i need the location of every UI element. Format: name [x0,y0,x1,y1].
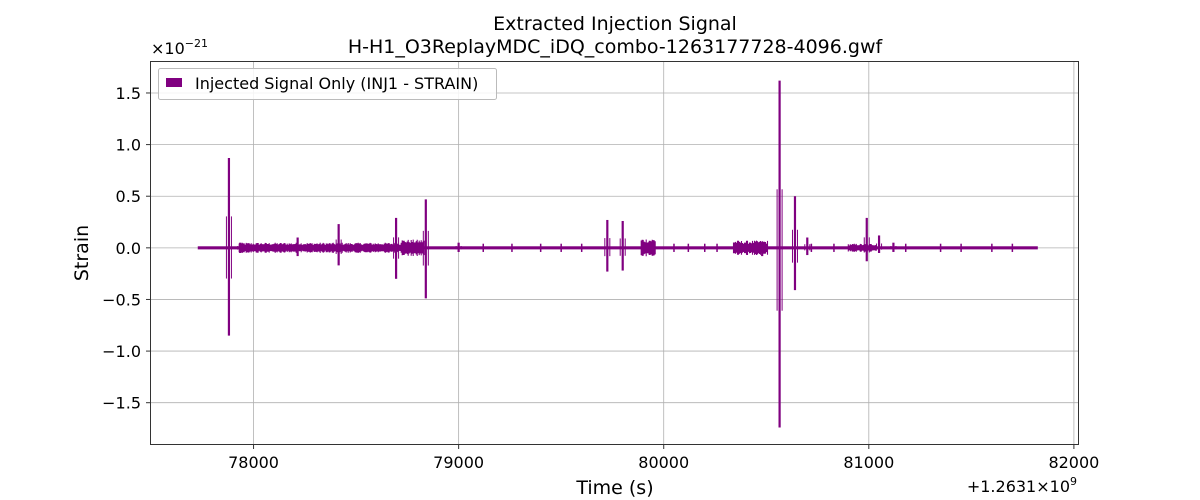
y-scale-base: ×10 [151,39,185,58]
chart-title: Extracted Injection Signal [493,13,737,35]
y-tick-label: 1.5 [116,84,141,103]
y-tick-label: −0.5 [102,290,141,309]
burst-region [400,239,425,256]
x-tick-label: 80000 [638,453,689,472]
legend: Injected Signal Only (INJ1 - STRAIN) [158,68,497,100]
y-tick-label: 0.0 [116,239,141,258]
x-offset-label: +1.2631×109 [967,475,1077,496]
x-axis-label: Time (s) [575,477,653,499]
burst-region [238,242,402,253]
series-injected-signal [197,80,1038,428]
x-offset-exponent: 9 [1070,475,1077,488]
y-scale-exponent: −21 [185,37,208,50]
y-ticks: −1.5 −1.0 −0.5 0.0 0.5 1.0 1.5 [102,84,151,413]
y-tick-label: 1.0 [116,136,141,155]
x-tick-label: 82000 [1048,453,1099,472]
chart-subtitle: H-H1_O3ReplayMDC_iDQ_combo-1263177728-40… [348,36,884,58]
x-tick-label: 81000 [843,453,894,472]
burst-region [640,239,656,257]
grid [151,62,1078,444]
x-tick-label: 79000 [433,453,484,472]
burst-region [847,243,877,252]
legend-box [158,68,497,100]
y-scale-label: ×10−21 [151,37,208,58]
y-tick-label: −1.0 [102,342,141,361]
legend-swatch [166,78,182,87]
x-ticks: 78000 79000 80000 81000 82000 [228,444,1099,472]
legend-label: Injected Signal Only (INJ1 - STRAIN) [195,74,478,93]
y-tick-label: 0.5 [116,187,141,206]
y-axis-label: Strain [71,225,93,281]
x-offset-base: +1.2631×10 [967,477,1070,496]
x-tick-label: 78000 [228,453,279,472]
y-tick-label: −1.5 [102,394,141,413]
plot-frame [150,61,1079,445]
baseline-band [197,246,1038,250]
